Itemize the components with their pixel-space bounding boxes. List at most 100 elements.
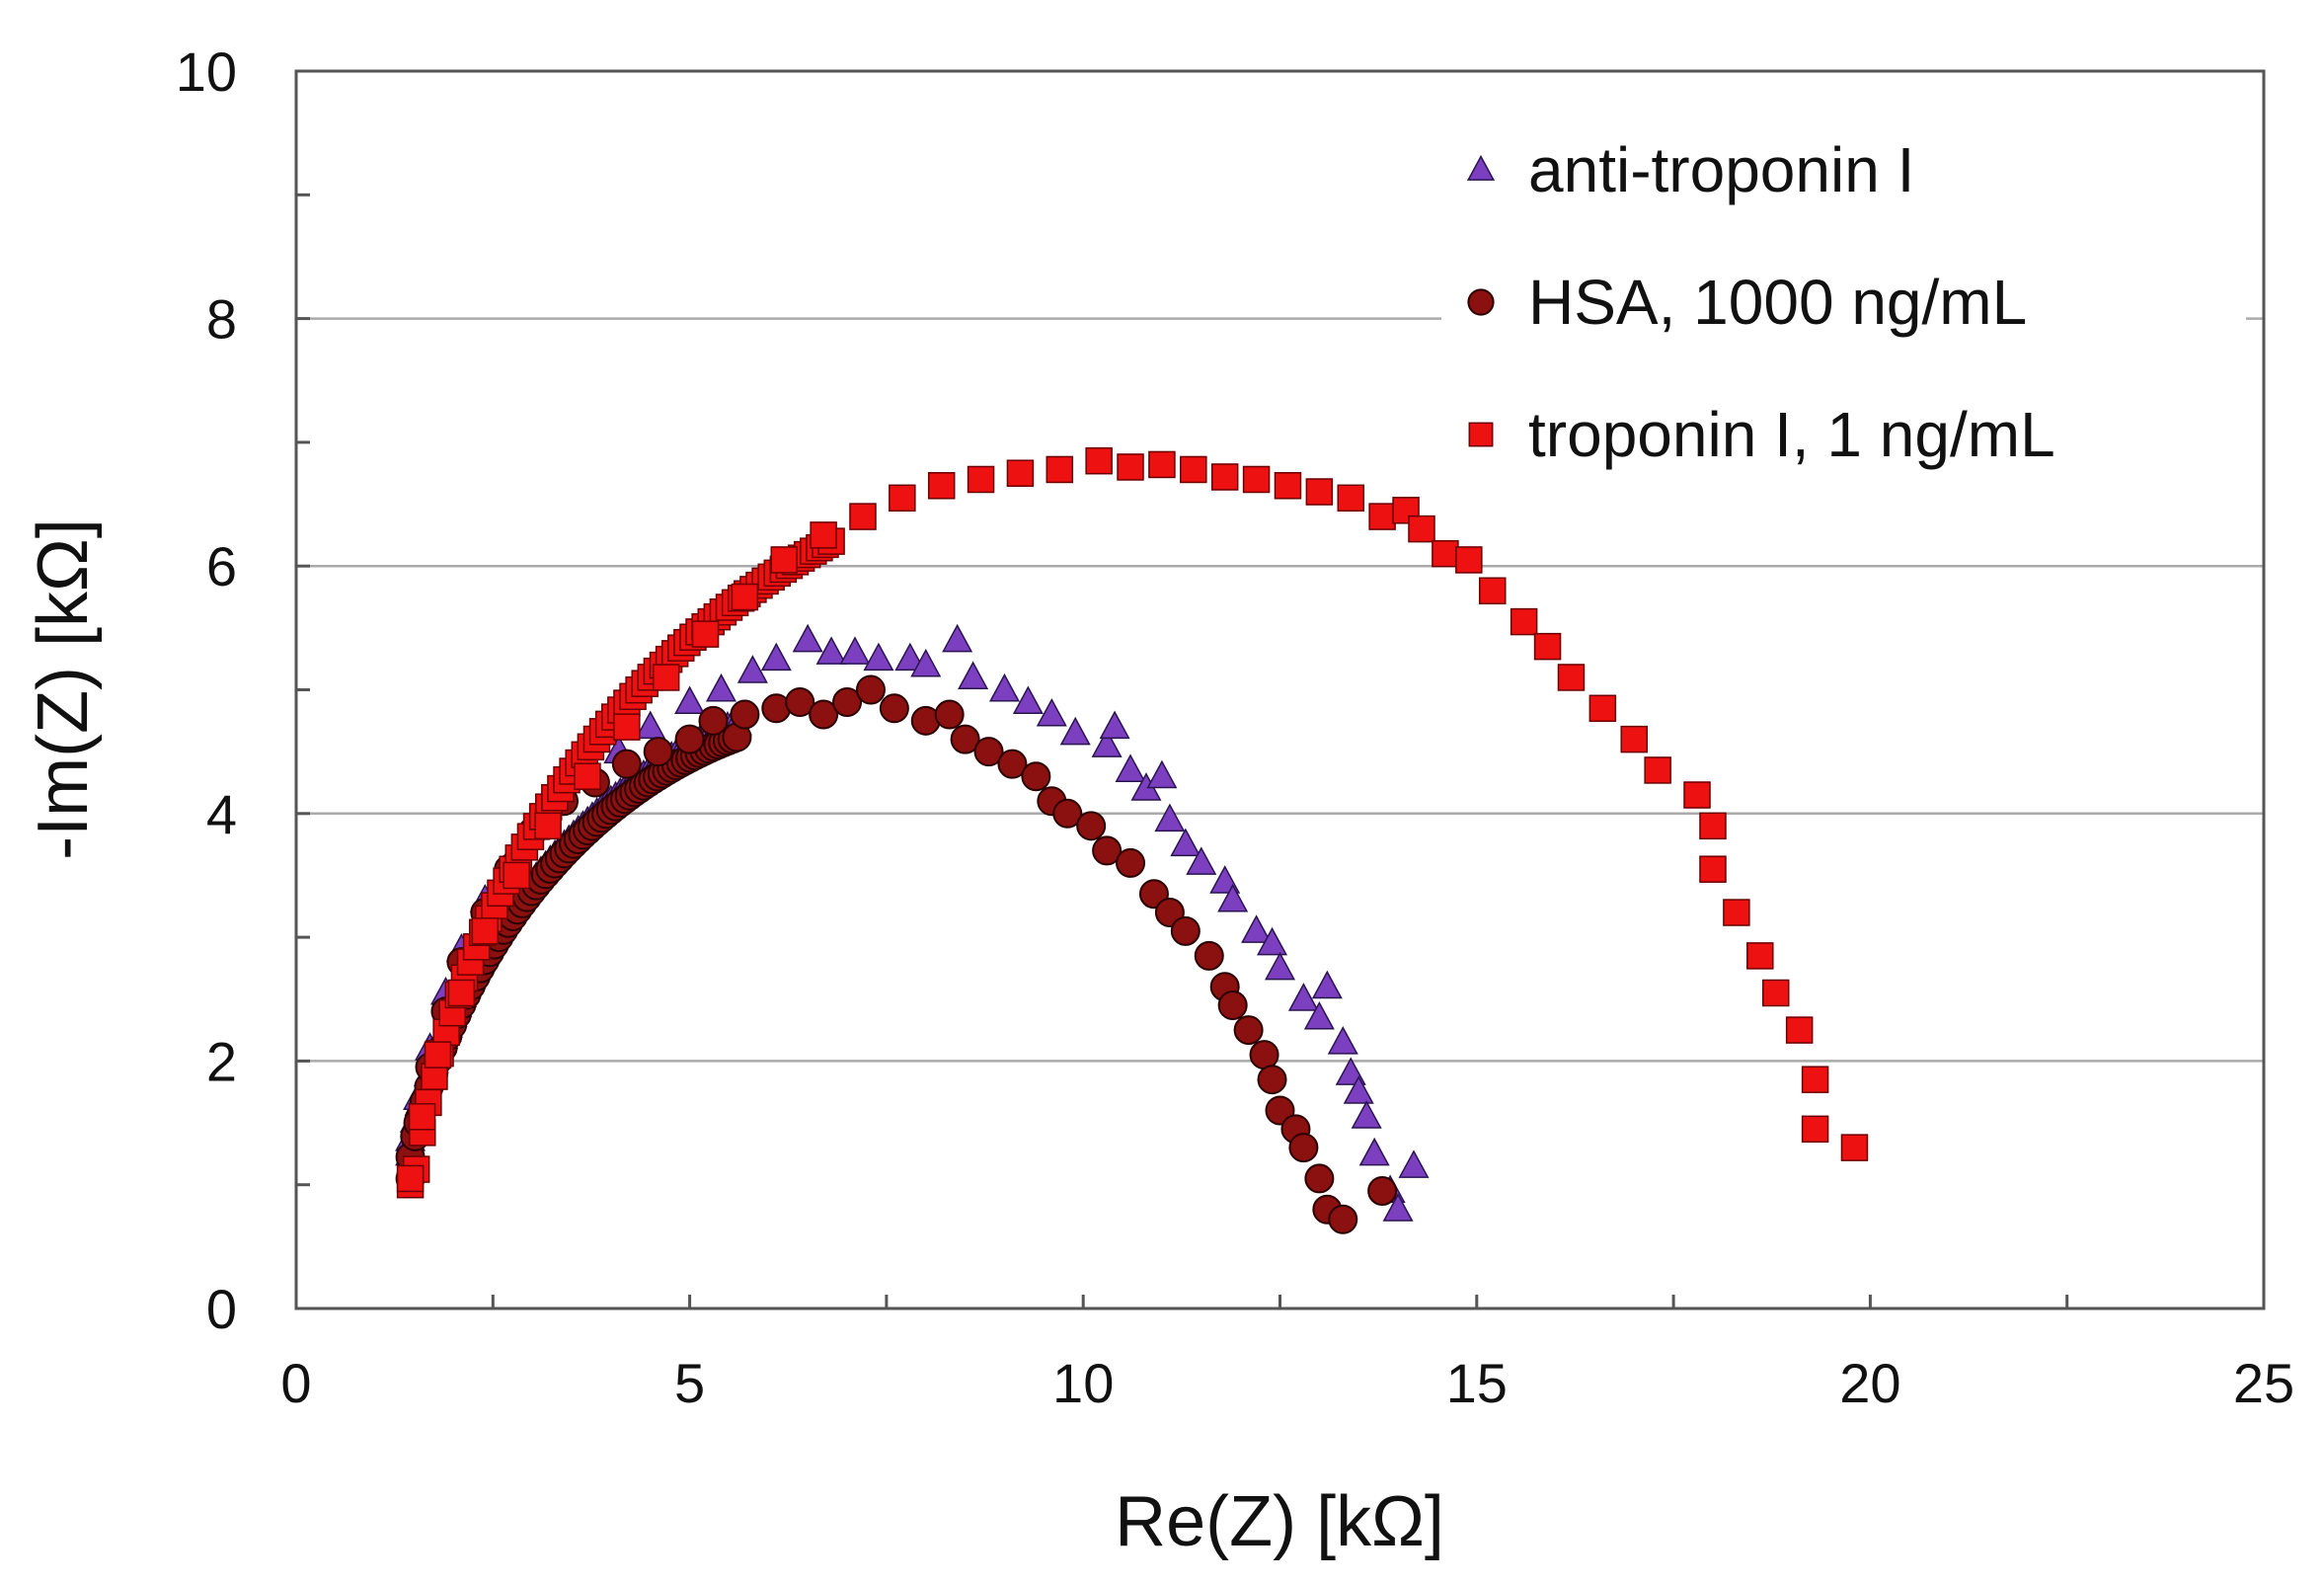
data-point [1217, 990, 1248, 1021]
y-tick-label: 10 [176, 40, 237, 103]
data-point [705, 673, 736, 702]
data-point [1311, 970, 1343, 999]
x-tick-label: 0 [280, 1352, 311, 1414]
x-axis-title: Re(Z) [kΩ] [1115, 1482, 1444, 1561]
data-point [1408, 515, 1435, 543]
data-point [1588, 694, 1617, 723]
series-square-points [396, 446, 1869, 1199]
data-point [1257, 1065, 1287, 1095]
data-point [927, 472, 956, 500]
data-point [973, 737, 1004, 767]
data-point [879, 693, 909, 724]
data-point [1840, 1134, 1869, 1161]
data-point [1723, 899, 1750, 926]
data-point [809, 699, 839, 730]
data-point [1210, 463, 1239, 491]
data-point [1274, 472, 1302, 500]
data-point [1801, 1066, 1829, 1093]
data-point [1012, 685, 1044, 715]
data-point [1368, 503, 1396, 530]
data-point [1328, 1204, 1358, 1234]
data-point [1264, 951, 1296, 981]
legend-label: anti-troponin I [1528, 134, 1914, 205]
data-point [1699, 855, 1727, 883]
data-point [770, 546, 799, 574]
data-point [1146, 759, 1178, 789]
legend: anti-troponin I HSA, 1000 ng/mL troponin I… [1466, 134, 2055, 470]
data-point [832, 687, 863, 718]
data-point [691, 620, 720, 648]
data-point [1478, 577, 1507, 605]
x-tick-label: 20 [1839, 1352, 1900, 1414]
y-tick-label: 4 [206, 783, 237, 845]
data-point [1249, 1040, 1279, 1070]
data-point [1059, 716, 1091, 746]
data-point [1699, 812, 1727, 840]
data-point [1006, 459, 1035, 487]
data-point [1180, 455, 1207, 484]
data-point [1099, 710, 1130, 740]
data-point [1091, 729, 1123, 757]
y-axis-title: -Im(Z) [kΩ] [24, 518, 103, 860]
data-point [1398, 1149, 1430, 1178]
data-point [396, 1164, 425, 1193]
data-point [1644, 756, 1671, 784]
data-point [1746, 942, 1774, 970]
data-point [424, 1041, 452, 1069]
data-point [815, 636, 847, 665]
data-point [760, 642, 792, 672]
legend-marker [1468, 422, 1494, 447]
data-point [1304, 1163, 1335, 1194]
data-point [967, 465, 995, 494]
data-point [810, 521, 837, 549]
legend-label: troponin I, 1 ng/mL [1528, 399, 2055, 470]
data-point [1241, 914, 1273, 943]
data-point [1052, 798, 1083, 829]
data-point [730, 699, 760, 730]
x-tick-label: 5 [674, 1352, 705, 1414]
legend-marker [1467, 288, 1495, 316]
data-point [1455, 546, 1483, 574]
data-point [1233, 1015, 1264, 1046]
y-tick-label: 0 [206, 1278, 237, 1340]
legend-label: HSA, 1000 ng/mL [1528, 267, 2027, 338]
data-point [1170, 828, 1201, 857]
data-point [471, 917, 500, 945]
data-point [652, 664, 680, 691]
legend-marker [1466, 154, 1496, 181]
data-point [534, 812, 562, 840]
data-points [395, 446, 1869, 1234]
data-point [1801, 1115, 1829, 1144]
data-point [855, 674, 886, 705]
data-point [1432, 539, 1459, 568]
data-point [1046, 455, 1074, 484]
data-point [1358, 1137, 1390, 1166]
data-point [1327, 1026, 1358, 1055]
data-point [643, 737, 673, 767]
data-point [839, 636, 871, 665]
data-point [1117, 453, 1144, 481]
data-point [942, 623, 973, 653]
data-point [1367, 1175, 1398, 1206]
data-point [1683, 781, 1711, 809]
data-point [1533, 632, 1562, 661]
data-point [934, 699, 965, 730]
data-point [1337, 484, 1364, 513]
data-point [503, 861, 530, 890]
data-point [1305, 478, 1334, 506]
y-tick-label: 6 [206, 535, 237, 597]
data-point [1382, 1193, 1414, 1222]
data-point [635, 710, 666, 740]
x-tick-label: 10 [1052, 1352, 1114, 1414]
x-tick-label: 15 [1446, 1352, 1508, 1414]
data-point [792, 623, 823, 653]
data-point [1154, 803, 1186, 832]
data-point [1092, 835, 1123, 866]
y-tick-labels: 0 2 4 6 8 10 [176, 40, 237, 1340]
x-tick-label: 25 [2233, 1352, 2294, 1414]
data-point [997, 749, 1028, 779]
data-point [1303, 1000, 1335, 1030]
data-point [889, 484, 916, 513]
data-point [698, 705, 729, 736]
data-point [731, 583, 759, 611]
